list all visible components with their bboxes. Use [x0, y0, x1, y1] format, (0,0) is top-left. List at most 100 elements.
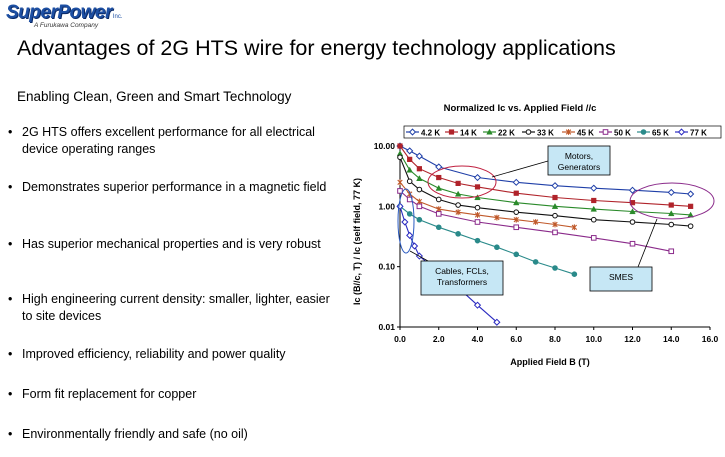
data-point	[436, 206, 442, 212]
data-point	[416, 216, 423, 223]
data-point	[629, 240, 636, 247]
series-line	[399, 153, 691, 216]
legend-label: 77 K	[690, 129, 707, 138]
data-point	[435, 211, 442, 217]
legend-marker	[602, 129, 609, 135]
x-tick-label: 2.0	[433, 334, 445, 344]
series-line	[399, 190, 672, 252]
data-point	[513, 216, 519, 223]
data-point	[513, 209, 520, 215]
callout-box	[547, 145, 611, 176]
data-point	[571, 224, 578, 231]
bullet-item: • High engineering current density: small…	[8, 291, 343, 325]
x-tick-label: 16.0	[702, 334, 719, 344]
x-axis-label: Applied Field B (T)	[510, 357, 590, 367]
data-point	[551, 182, 559, 190]
data-point	[474, 212, 481, 218]
data-point	[407, 156, 413, 162]
data-point	[512, 178, 520, 186]
legend-marker	[408, 128, 417, 136]
bullet-dot: •	[8, 427, 13, 441]
bullet-dot: •	[8, 237, 13, 251]
x-tick-label: 4.0	[472, 334, 484, 344]
data-point	[687, 223, 694, 229]
data-point	[513, 224, 520, 231]
bullet-item: • Environmentally friendly and safe (no o…	[8, 426, 343, 443]
callout-box	[420, 260, 504, 296]
bullet-dot: •	[8, 387, 13, 401]
callout-pointer	[409, 250, 429, 262]
data-point	[454, 190, 462, 197]
data-point	[474, 237, 481, 244]
y-tick-label: 10.00	[374, 141, 396, 151]
callout-box	[589, 266, 653, 292]
data-point	[401, 218, 409, 226]
data-point	[629, 208, 636, 215]
callout-label: SMES	[609, 272, 633, 282]
data-point	[474, 194, 481, 201]
data-point	[668, 221, 675, 228]
callout-label: Generators	[558, 162, 601, 172]
data-point	[473, 173, 482, 182]
y-tick-label: 0.01	[378, 322, 395, 332]
bullet-item: • Improved efficiency, reliability and po…	[8, 346, 343, 363]
callout-pointer	[637, 218, 658, 268]
data-point	[668, 248, 675, 255]
bullet-dot: •	[8, 347, 13, 361]
bullet-dot: •	[8, 292, 13, 306]
data-point	[406, 231, 414, 239]
bullet-text: Improved efficiency, reliability and pow…	[22, 347, 286, 361]
logo-tagline: A Furukawa Company	[34, 22, 99, 29]
data-point	[552, 229, 558, 236]
y-axis-label: Ic (B//c, T) / Ic (self field, 77 K)	[352, 178, 362, 305]
data-point	[590, 235, 597, 241]
data-point	[416, 198, 423, 205]
data-point	[436, 174, 442, 181]
data-point	[397, 143, 403, 149]
slide-title: Advantages of 2G HTS wire for energy tec…	[17, 36, 616, 60]
data-point	[455, 231, 461, 237]
data-point	[552, 212, 558, 219]
ic-vs-field-chart: Normalized Ic vs. Applied Field //c 4.2 K…	[352, 103, 722, 367]
smes-region-ellipse	[629, 182, 715, 220]
data-point	[551, 203, 559, 209]
bullet-text: 2G HTS offers excellent performance for …	[22, 125, 315, 156]
data-point	[571, 271, 578, 278]
bullet-dot: •	[8, 180, 13, 194]
data-point	[397, 179, 403, 186]
data-point	[494, 244, 500, 251]
data-point	[513, 190, 519, 196]
data-point	[668, 210, 675, 217]
x-tick-label: 14.0	[663, 334, 680, 344]
data-point	[473, 301, 482, 309]
data-point	[513, 251, 520, 258]
motors-region-ellipse	[427, 165, 497, 199]
legend-marker	[525, 129, 532, 135]
legend-label: 33 K	[537, 129, 554, 138]
legend-label: 4.2 K	[421, 129, 440, 138]
data-point	[552, 194, 558, 201]
series-line	[399, 145, 691, 207]
slide-subtitle: Enabling Clean, Green and Smart Technolo…	[17, 89, 292, 104]
data-point	[591, 197, 597, 204]
data-point	[397, 188, 403, 194]
legend-marker	[565, 129, 572, 135]
legend-label: 14 K	[460, 129, 477, 138]
data-point	[668, 202, 674, 208]
data-point	[494, 214, 500, 221]
callout-label: Cables, FCLs,	[435, 266, 489, 276]
logo-inc: Inc.	[112, 14, 123, 20]
data-point	[416, 166, 422, 172]
callout-label: Transformers	[437, 277, 487, 287]
data-point	[435, 184, 442, 191]
callout-label: Motors,	[565, 151, 593, 161]
y-tick-label: 0.10	[378, 262, 395, 272]
x-tick-label: 12.0	[624, 334, 641, 344]
bullet-text: Has superior mechanical properties and i…	[22, 237, 321, 251]
data-point	[474, 219, 481, 225]
data-point	[590, 216, 597, 223]
bullet-text: High engineering current density: smalle…	[22, 292, 330, 323]
data-point	[628, 186, 637, 194]
bullet-item: • 2G HTS offers excellent performance for…	[8, 124, 343, 158]
data-point	[688, 203, 694, 209]
